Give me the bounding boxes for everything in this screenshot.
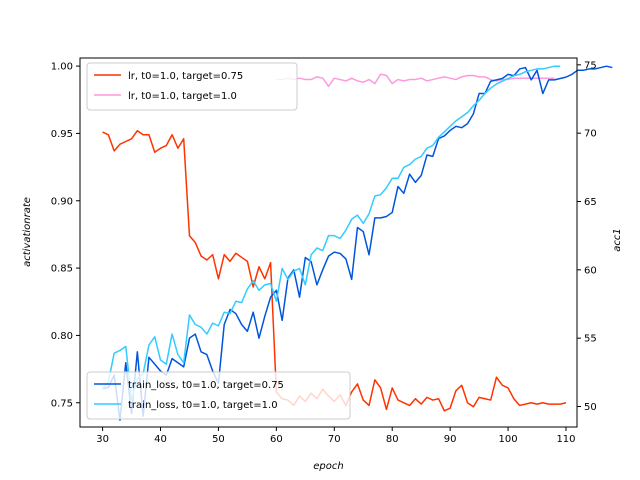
- x-tick-label: 110: [556, 434, 575, 445]
- right-y-tick-label: 55: [584, 334, 597, 345]
- left-y-tick-label: 0.80: [51, 331, 73, 342]
- legend-lower-left: train_loss, t0=1.0, target=0.75 train_los…: [86, 371, 351, 420]
- legend-box: [86, 371, 351, 420]
- legend-box: [86, 62, 298, 111]
- legend-label: train_loss, t0=1.0, target=0.75: [128, 380, 284, 391]
- x-axis-title: epoch: [313, 461, 343, 472]
- legend-upper-left: lr, t0=1.0, target=0.75 lr, t0=1.0, targe…: [86, 62, 298, 111]
- left-y-axis-title: activationrate: [22, 197, 33, 267]
- x-axis-ticks: 30 40 50 60 70 80 90 100 110: [96, 427, 576, 445]
- left-y-tick-label: 0.95: [51, 129, 73, 140]
- right-y-tick-label: 65: [584, 197, 597, 208]
- left-y-tick-label: 0.85: [51, 264, 73, 275]
- legends: lr, t0=1.0, target=0.75 lr, t0=1.0, targe…: [86, 62, 351, 420]
- series-line-3: [102, 65, 561, 401]
- x-tick-label: 40: [154, 434, 167, 445]
- axes-frame: [79, 57, 578, 428]
- right-y-axis-title: acc1: [612, 228, 623, 252]
- left-y-tick-label: 1.00: [51, 62, 73, 73]
- right-y-tick-label: 60: [584, 265, 597, 276]
- x-tick-label: 70: [328, 434, 341, 445]
- x-tick-label: 100: [499, 434, 518, 445]
- series-line-1: [276, 73, 555, 88]
- x-tick-label: 80: [386, 434, 399, 445]
- legend-label: lr, t0=1.0, target=0.75: [128, 71, 243, 82]
- x-tick-label: 90: [444, 434, 457, 445]
- left-y-tick-label: 0.90: [51, 196, 73, 207]
- right-y-tick-label: 50: [584, 402, 597, 413]
- x-tick-label: 30: [96, 434, 109, 445]
- right-y-tick-label: 75: [584, 60, 597, 71]
- plot-series: [102, 65, 613, 421]
- right-y-tick-label: 70: [584, 129, 597, 140]
- legend-label: train_loss, t0=1.0, target=1.0: [128, 400, 278, 411]
- x-tick-label: 50: [212, 434, 225, 445]
- x-tick-label: 60: [270, 434, 283, 445]
- left-y-axis-ticks: 0.75 0.80 0.85 0.90 0.95 1.00: [51, 62, 80, 409]
- left-y-tick-label: 0.75: [51, 398, 73, 409]
- right-y-axis-ticks: 50 55 60 65 70 75: [577, 60, 597, 413]
- legend-label: lr, t0=1.0, target=1.0: [128, 91, 237, 102]
